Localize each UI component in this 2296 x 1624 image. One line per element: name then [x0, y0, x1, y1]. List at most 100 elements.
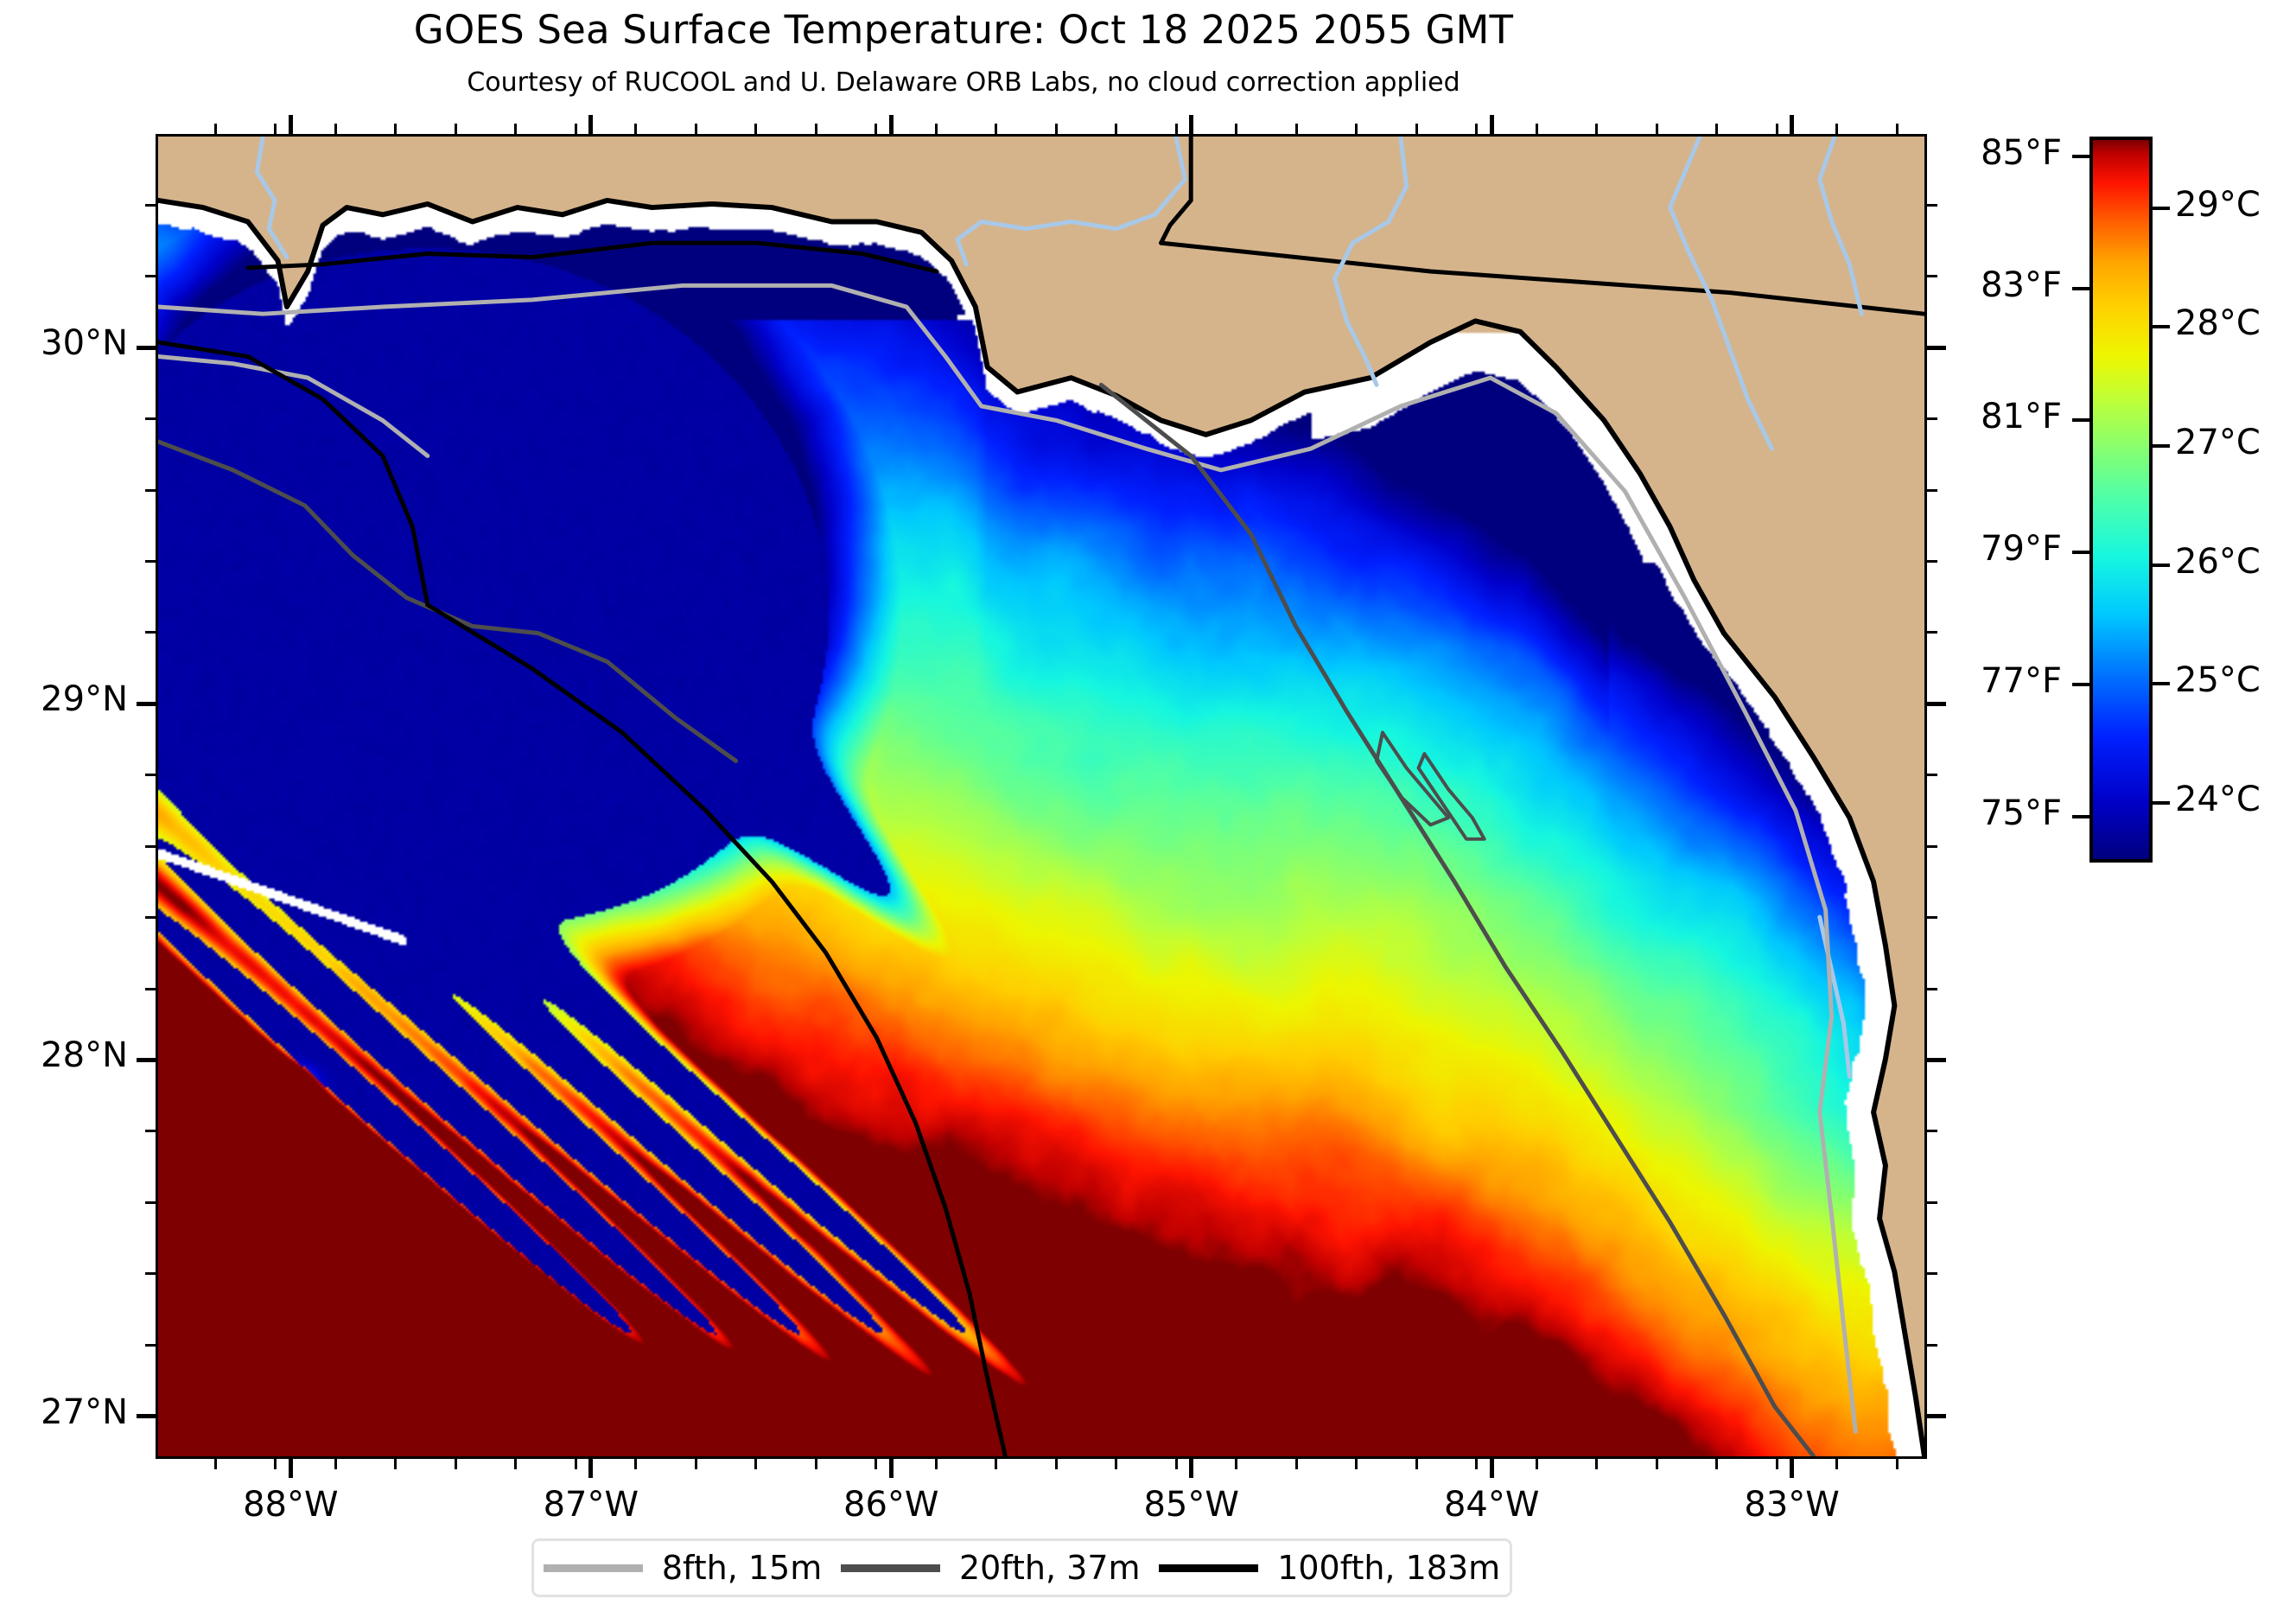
y-axis-minor-tick-right	[1927, 844, 1937, 848]
bathymetry-detail-contour	[1375, 730, 1451, 827]
x-axis-label: 86°W	[843, 1485, 939, 1525]
y-axis-minor-tick-right	[1927, 1343, 1937, 1347]
y-axis-major-tick	[137, 701, 156, 706]
y-axis-major-tick	[137, 1057, 156, 1062]
x-axis-minor-tick	[934, 1459, 938, 1469]
x-axis-major-tick	[888, 1459, 894, 1478]
y-axis-major-tick-right	[1927, 1414, 1946, 1419]
bathymetry-detail-contour	[1416, 752, 1486, 841]
sst-map-plot	[156, 134, 1927, 1459]
y-axis-minor-tick-right	[1927, 1272, 1937, 1276]
x-axis-minor-tick-top	[1535, 124, 1538, 134]
river-path	[1332, 137, 1409, 387]
x-axis-minor-tick	[274, 1459, 277, 1469]
page-subtitle: Courtesy of RUCOOL and U. Delaware ORB L…	[467, 67, 1460, 98]
x-axis-minor-tick	[1294, 1459, 1298, 1469]
x-axis-minor-tick-top	[394, 124, 398, 134]
x-axis-minor-tick	[574, 1459, 577, 1469]
colorbar-fahrenheit-label: 77°F	[1981, 660, 2062, 701]
x-axis-minor-tick	[754, 1459, 758, 1469]
y-axis-minor-tick-right	[1927, 631, 1937, 634]
legend-line-swatch	[1159, 1563, 1259, 1572]
map-vector-overlay	[158, 137, 1924, 1456]
colorbar-celsius-label: 29°C	[2175, 184, 2261, 225]
x-axis-minor-tick	[1174, 1459, 1178, 1469]
y-axis-minor-tick-right	[1927, 987, 1937, 990]
x-axis-major-tick-top	[1189, 115, 1194, 134]
colorbar-celsius-label: 25°C	[2175, 660, 2261, 701]
x-axis-major-tick	[288, 1459, 293, 1478]
river-path	[1668, 137, 1774, 451]
y-axis-minor-tick	[145, 774, 156, 777]
x-axis-minor-tick-top	[1595, 124, 1599, 134]
colorbar-celsius-label: 28°C	[2175, 303, 2261, 344]
colorbar-fahrenheit-tick	[2072, 286, 2089, 290]
x-axis-minor-tick	[1895, 1459, 1898, 1469]
y-axis-minor-tick	[145, 631, 156, 634]
bathymetry-20fth-contour-shelf	[1098, 382, 1816, 1456]
x-axis-minor-tick-top	[454, 124, 457, 134]
x-axis-minor-tick-top	[574, 124, 577, 134]
y-axis-minor-tick	[145, 987, 156, 990]
bathymetry-8fth-contour	[158, 283, 1858, 1434]
y-axis-minor-tick	[145, 1200, 156, 1204]
barrier-island-path	[245, 240, 939, 274]
x-axis-minor-tick	[1415, 1459, 1418, 1469]
x-axis-minor-tick	[1535, 1459, 1538, 1469]
state-border-line-east	[1159, 240, 1924, 316]
x-axis-label: 84°W	[1443, 1485, 1540, 1525]
x-axis-minor-tick	[875, 1459, 878, 1469]
x-axis-minor-tick-top	[334, 124, 337, 134]
x-axis-minor-tick-top	[1775, 124, 1778, 134]
legend-item: 20fth, 37m	[840, 1549, 1141, 1587]
legend-item-label: 8fth, 15m	[661, 1549, 823, 1587]
legend-line-swatch	[543, 1563, 643, 1572]
y-axis-minor-tick	[145, 417, 156, 421]
x-axis-label: 85°W	[1143, 1485, 1239, 1525]
x-axis-minor-tick-top	[213, 124, 217, 134]
x-axis-major-tick	[1189, 1459, 1194, 1478]
x-axis-minor-tick	[1835, 1459, 1839, 1469]
y-axis-minor-tick	[145, 844, 156, 848]
x-axis-major-tick-top	[1790, 115, 1795, 134]
y-axis-minor-tick	[145, 1130, 156, 1133]
x-axis-minor-tick	[1775, 1459, 1778, 1469]
x-axis-minor-tick-top	[1115, 124, 1118, 134]
y-axis-minor-tick-right	[1927, 1130, 1937, 1133]
river-path	[1817, 137, 1864, 316]
x-axis-minor-tick-top	[1715, 124, 1719, 134]
colorbar-fahrenheit-tick	[2072, 814, 2089, 818]
legend-item: 100fth, 183m	[1159, 1549, 1500, 1587]
legend-line-swatch	[840, 1563, 940, 1572]
x-axis-minor-tick-top	[814, 124, 817, 134]
river-path	[955, 137, 1187, 267]
y-axis-major-tick	[137, 345, 156, 350]
x-axis-minor-tick	[1115, 1459, 1118, 1469]
y-axis-minor-tick-right	[1927, 203, 1937, 207]
x-axis-minor-tick-top	[1415, 124, 1418, 134]
colorbar-celsius-tick	[2153, 206, 2170, 210]
y-axis-minor-tick	[145, 488, 156, 492]
x-axis-minor-tick-top	[1655, 124, 1658, 134]
y-axis-minor-tick-right	[1927, 774, 1937, 777]
y-axis-minor-tick-right	[1927, 1200, 1937, 1204]
state-border-line	[1159, 137, 1193, 245]
colorbar-celsius-tick	[2153, 444, 2170, 449]
sst-heatmap-canvas	[158, 137, 1924, 1456]
y-axis-minor-tick	[145, 203, 156, 207]
colorbar-celsius-tick	[2153, 563, 2170, 567]
x-axis-minor-tick	[213, 1459, 217, 1469]
colorbar-celsius-label: 24°C	[2175, 780, 2261, 820]
y-axis-minor-tick-right	[1927, 916, 1937, 920]
x-axis-minor-tick	[995, 1459, 998, 1469]
bathymetry-100fth-contour-shelfbreak	[425, 602, 1008, 1456]
legend-item-label: 20fth, 37m	[958, 1549, 1141, 1587]
x-axis-major-tick	[588, 1459, 594, 1478]
colorbar-fahrenheit-label: 83°F	[1981, 264, 2062, 305]
x-axis-minor-tick	[694, 1459, 697, 1469]
x-axis-label: 87°W	[543, 1485, 639, 1525]
y-axis-minor-tick	[145, 916, 156, 920]
y-axis-minor-tick-right	[1927, 417, 1937, 421]
x-axis-minor-tick-top	[1835, 124, 1839, 134]
x-axis-minor-tick-top	[694, 124, 697, 134]
